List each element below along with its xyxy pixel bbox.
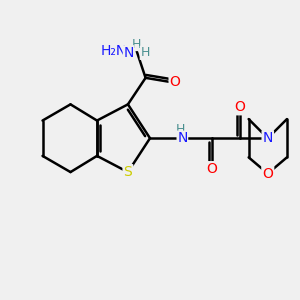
Text: O: O [169,75,181,89]
Text: S: S [124,165,132,179]
Text: N: N [123,46,134,60]
Text: H: H [176,123,186,136]
Text: H₂N: H₂N [100,44,126,58]
Text: N: N [177,131,188,145]
Text: H: H [132,38,141,50]
Text: O: O [262,167,273,181]
Text: H: H [140,46,150,59]
Text: N: N [262,131,273,145]
Text: O: O [234,100,245,114]
Text: O: O [206,162,217,176]
